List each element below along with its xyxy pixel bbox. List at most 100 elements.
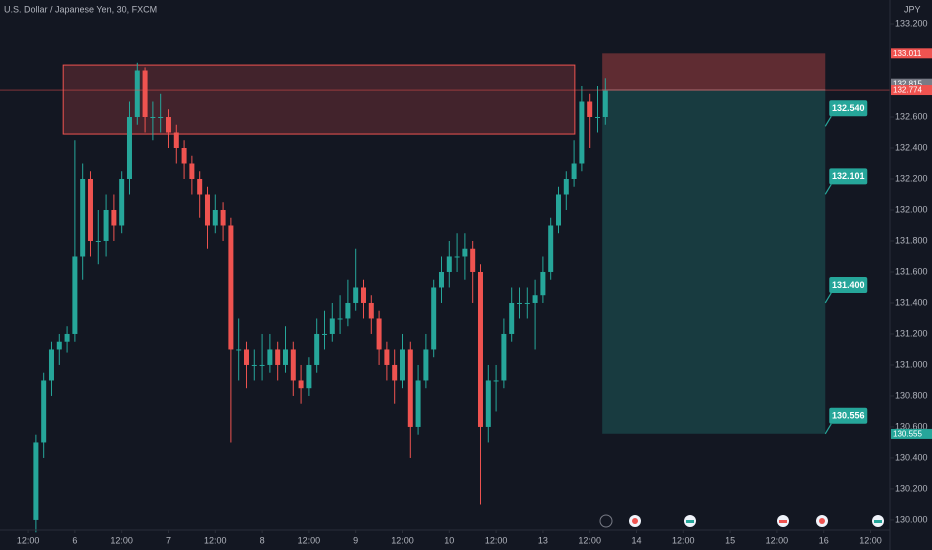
y-tick-label: 131.600 <box>895 266 928 276</box>
x-tick-label: 12:00 <box>110 535 133 545</box>
candle-body <box>454 256 460 258</box>
candle-body <box>329 318 335 334</box>
target-label: 132.101 <box>832 171 865 181</box>
currency-label: JPY <box>904 4 921 14</box>
candle-body <box>548 225 554 272</box>
candle-body <box>462 248 468 257</box>
target-leader <box>824 115 832 127</box>
x-tick-label: 8 <box>260 535 265 545</box>
target-label: 131.400 <box>832 280 865 290</box>
candle-body <box>64 333 70 342</box>
price-label: 132.815 <box>893 79 922 88</box>
target-leader <box>824 184 832 195</box>
candle-body <box>251 364 257 366</box>
plot-area <box>0 53 890 533</box>
event-dot <box>874 520 882 523</box>
candle-body <box>602 90 608 118</box>
y-tick-label: 132.000 <box>895 204 928 214</box>
supply-zone <box>62 64 576 135</box>
candle-body <box>345 302 351 319</box>
x-tick-label: 12:00 <box>485 535 508 545</box>
x-tick-label: 12:00 <box>859 535 882 545</box>
candle-body <box>321 333 327 335</box>
candle-body <box>306 364 312 389</box>
candle-body <box>431 287 437 350</box>
candle-body <box>72 256 78 334</box>
price-label: 133.011 <box>893 49 922 58</box>
candle-body <box>220 209 226 226</box>
target-label-box <box>829 168 868 185</box>
y-tick-label: 130.400 <box>895 452 928 462</box>
x-tick-label: 12:00 <box>766 535 789 545</box>
x-tick-label: 16 <box>819 535 829 545</box>
x-tick-label: 13 <box>538 535 548 545</box>
candle-body <box>111 209 117 226</box>
chart-title: U.S. Dollar / Japanese Yen, 30, FXCM <box>4 4 157 14</box>
x-tick-label: 12:00 <box>298 535 321 545</box>
event-icon[interactable] <box>599 514 613 528</box>
target-leader <box>824 423 832 435</box>
candle-body <box>501 333 507 381</box>
candle-body <box>126 117 132 179</box>
candle-body <box>298 380 304 389</box>
candle-body <box>360 287 366 303</box>
candle-body <box>173 132 179 148</box>
candle-body <box>579 101 585 164</box>
candle-body <box>493 380 499 382</box>
candle-body <box>236 349 242 351</box>
candle-body <box>438 271 444 288</box>
event-dot <box>779 520 787 523</box>
candle-body <box>165 117 171 133</box>
x-tick-label: 7 <box>166 535 171 545</box>
candle-body <box>204 194 210 226</box>
candle-body <box>189 163 195 179</box>
candle-body <box>267 349 273 365</box>
candle-body <box>571 163 577 179</box>
price-label: 132.774 <box>893 86 922 95</box>
candle-body <box>134 70 140 118</box>
price-label: 130.555 <box>893 430 922 439</box>
x-tick-label: 6 <box>72 535 77 545</box>
candle-body <box>446 256 452 272</box>
event-dot <box>819 518 825 524</box>
y-tick-label: 133.200 <box>895 18 928 28</box>
x-tick-label: 12:00 <box>578 535 601 545</box>
candle-body <box>470 248 476 272</box>
candle-body <box>594 117 600 119</box>
y-tick-label: 130.600 <box>895 421 928 431</box>
target-label-box <box>829 100 868 117</box>
x-tick-label: 9 <box>353 535 358 545</box>
y-tick-label: 132.400 <box>895 142 928 152</box>
candle-body <box>181 147 187 164</box>
candle-body <box>368 302 374 319</box>
candle-body <box>95 240 101 242</box>
y-tick-label: 131.400 <box>895 297 928 307</box>
candle-body <box>399 349 405 381</box>
stop-zone <box>602 53 826 91</box>
candle-body <box>563 178 569 195</box>
candle-body <box>87 178 93 241</box>
candle-body <box>314 333 320 365</box>
candle-body <box>158 117 164 119</box>
candle-body <box>212 209 218 226</box>
x-tick-label: 12:00 <box>672 535 695 545</box>
candle-body <box>33 442 39 520</box>
candle-body <box>516 302 522 304</box>
target-label-box <box>829 407 868 424</box>
candle-body <box>532 295 538 303</box>
candle-body <box>423 349 429 381</box>
x-tick-label: 15 <box>725 535 735 545</box>
x-tick-label: 12:00 <box>204 535 227 545</box>
target-zone <box>602 90 826 434</box>
y-tick-label: 130.200 <box>895 483 928 493</box>
candle-body <box>142 70 148 118</box>
candle-body <box>524 302 530 304</box>
candle-body <box>337 318 343 320</box>
event-icons <box>599 514 884 528</box>
price-label-box <box>891 78 932 89</box>
candle-body <box>228 225 234 350</box>
price-label-box <box>891 85 932 96</box>
y-tick-label: 130.000 <box>895 514 928 524</box>
candle-body <box>485 380 491 427</box>
candle-body <box>587 101 593 118</box>
